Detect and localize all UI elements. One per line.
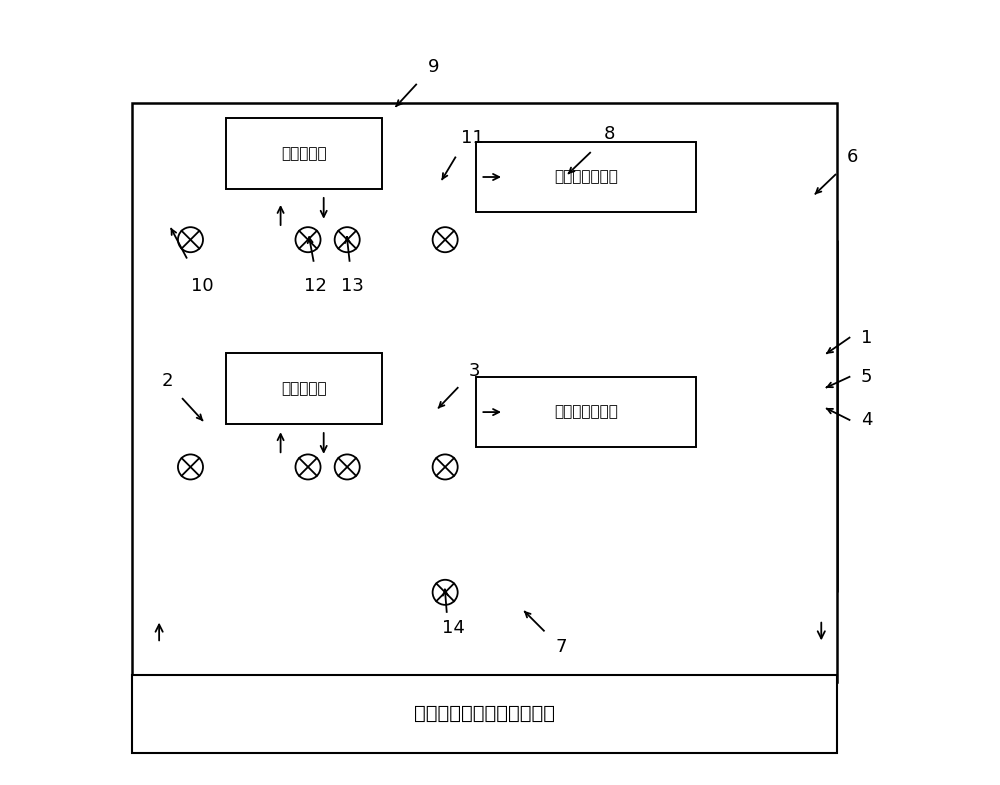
Text: 自由干冷器: 自由干冷器	[281, 146, 327, 161]
Bar	[476, 142, 696, 212]
Text: 3: 3	[469, 362, 481, 380]
Text: 自由干冷器: 自由干冷器	[281, 381, 327, 396]
Circle shape	[335, 227, 360, 252]
Text: 14: 14	[442, 619, 464, 637]
Circle shape	[295, 455, 321, 480]
Text: 1: 1	[861, 329, 872, 347]
Circle shape	[433, 227, 458, 252]
Text: 12: 12	[304, 277, 327, 295]
Text: 2: 2	[161, 372, 173, 389]
Circle shape	[433, 455, 458, 480]
Circle shape	[433, 580, 458, 605]
Text: 水冷空调室外机: 水冷空调室外机	[554, 404, 618, 420]
Text: 11: 11	[461, 129, 484, 147]
Bar	[132, 674, 837, 753]
Text: 4: 4	[861, 411, 872, 429]
Bar	[476, 377, 696, 447]
Text: 水冷式机房精密空调室内机: 水冷式机房精密空调室内机	[414, 704, 555, 723]
Text: 7: 7	[555, 638, 567, 656]
Text: 水冷空调室外机: 水冷空调室外机	[554, 170, 618, 184]
Text: 5: 5	[861, 368, 872, 386]
Text: 10: 10	[191, 277, 214, 295]
Bar	[226, 353, 382, 424]
Text: 9: 9	[428, 58, 439, 76]
Text: 13: 13	[341, 277, 364, 295]
Circle shape	[178, 455, 203, 480]
Text: 8: 8	[604, 125, 615, 143]
Bar	[226, 119, 382, 188]
Text: 6: 6	[847, 148, 858, 166]
Circle shape	[178, 227, 203, 252]
Circle shape	[295, 227, 321, 252]
Circle shape	[335, 455, 360, 480]
Bar	[132, 103, 837, 682]
